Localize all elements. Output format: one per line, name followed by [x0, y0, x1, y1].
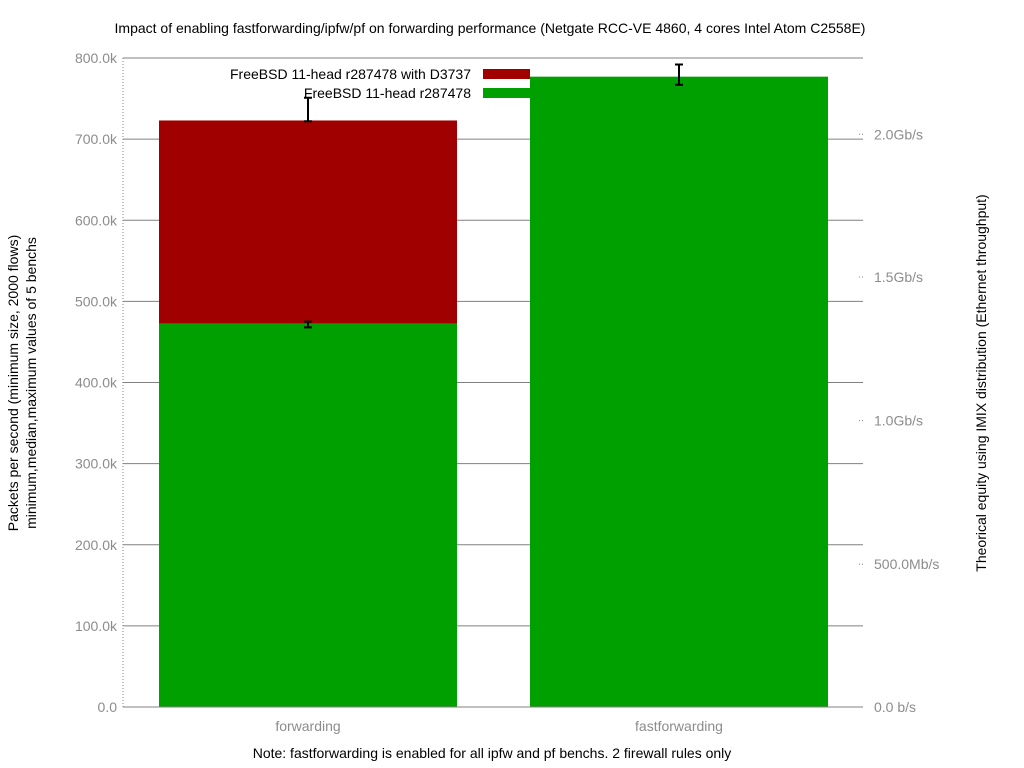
y-tick-label: 0.0	[98, 699, 118, 715]
y-tick-label: 300.0k	[75, 456, 118, 472]
y-tick-label: 700.0k	[75, 131, 118, 147]
chart-title: Impact of enabling fastforwarding/ipfw/p…	[115, 20, 866, 36]
y2-tick-label: 1.0Gb/s	[874, 413, 923, 429]
x-tick-label: fastforwarding	[635, 718, 723, 734]
y2-axis-label: Theorical equity using IMIX distribution…	[973, 194, 989, 571]
legend: FreeBSD 11-head r287478 with D3737 FreeBS…	[230, 66, 530, 101]
y-tick-label: 600.0k	[75, 212, 118, 228]
y-tick-label: 500.0k	[75, 293, 118, 309]
x-tick-label: forwarding	[275, 718, 340, 734]
y-axis-label-line1: Packets per second (minimum size, 2000 f…	[5, 235, 21, 531]
bar	[159, 323, 457, 707]
y-tick-label: 800.0k	[75, 50, 118, 66]
bars	[159, 76, 828, 707]
y-tick-label: 400.0k	[75, 375, 118, 391]
y2-tick-label: 500.0Mb/s	[874, 556, 939, 572]
y2-tick-label: 0.0 b/s	[874, 699, 916, 715]
error-bars	[304, 63, 683, 329]
y2-tick-label: 2.0Gb/s	[874, 126, 923, 142]
legend-swatch	[483, 69, 530, 79]
y-tick-label: 100.0k	[75, 618, 118, 634]
legend-swatch	[483, 88, 530, 98]
bar	[530, 76, 828, 707]
x-axis-label: Note: fastforwarding is enabled for all …	[253, 745, 732, 761]
legend-label: FreeBSD 11-head r287478 with D3737	[230, 66, 471, 82]
legend-label: FreeBSD 11-head r287478	[304, 85, 471, 101]
y-axis-label-line2: minimum,median,maximum values of 5 bench…	[23, 237, 39, 529]
y-tick-label: 200.0k	[75, 537, 118, 553]
y2-tick-label: 1.5Gb/s	[874, 269, 923, 285]
axes: 0.0 100.0k 200.0k 300.0k 400.0k 500.0k 600.0k 7…	[75, 50, 939, 734]
